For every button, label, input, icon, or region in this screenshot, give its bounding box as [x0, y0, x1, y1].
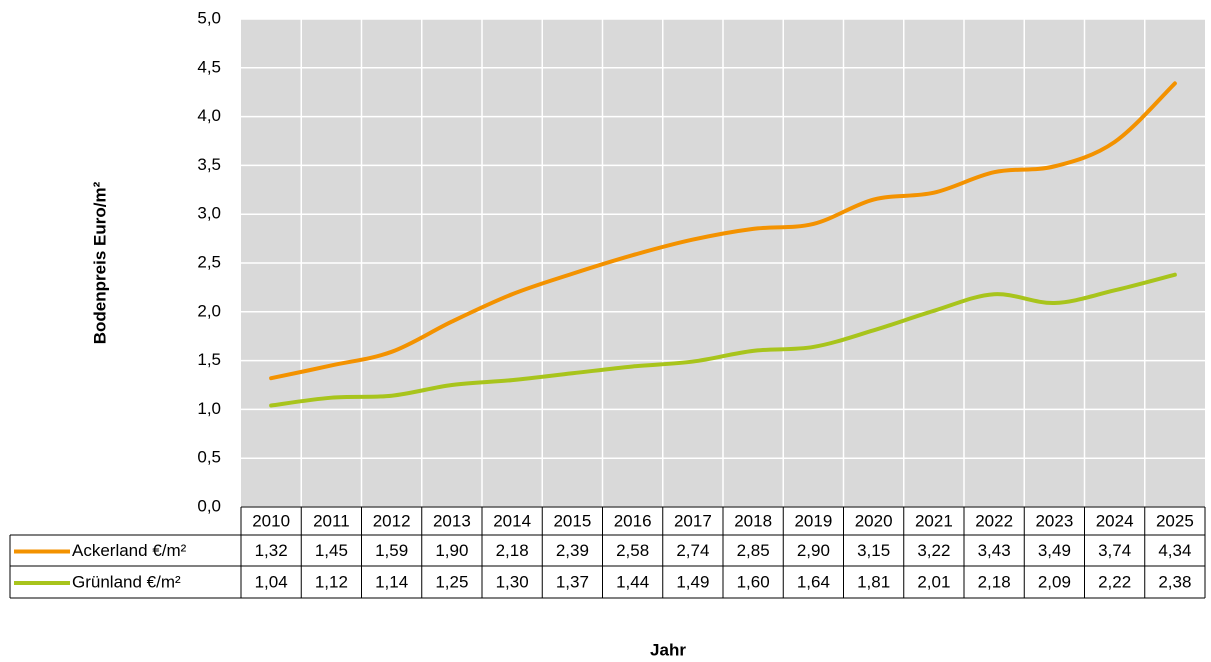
table-value: 3,22	[917, 541, 950, 560]
table-value: 1,12	[315, 572, 348, 591]
table-value: 2,85	[737, 541, 770, 560]
legend-label: Ackerland €/m²	[72, 541, 187, 560]
x-tick-label: 2011	[313, 511, 350, 530]
table-value: 1,59	[375, 541, 408, 560]
table-value: 2,38	[1158, 572, 1191, 591]
y-tick-label: 0,0	[197, 496, 221, 515]
y-tick-label: 3,5	[197, 155, 221, 174]
table-value: 1,30	[496, 572, 529, 591]
x-tick-label: 2024	[1096, 511, 1134, 530]
table-value: 4,34	[1158, 541, 1191, 560]
table-value: 2,01	[917, 572, 950, 591]
y-tick-label: 3,0	[197, 204, 221, 223]
y-tick-label: 2,0	[197, 301, 221, 320]
table-value: 2,22	[1098, 572, 1131, 591]
x-tick-label: 2010	[252, 511, 290, 530]
table-value: 2,39	[556, 541, 589, 560]
legend-label: Grünland €/m²	[72, 572, 181, 591]
x-tick-label: 2020	[855, 511, 893, 530]
x-axis-label: Jahr	[650, 640, 686, 659]
table-value: 1,44	[616, 572, 649, 591]
y-tick-label: 2,5	[197, 252, 221, 271]
series-line	[269, 272, 1177, 408]
table-value: 2,90	[797, 541, 830, 560]
table-value: 3,74	[1098, 541, 1131, 560]
x-tick-label: 2021	[915, 511, 953, 530]
table-value: 1,81	[857, 572, 890, 591]
table-value: 1,45	[315, 541, 348, 560]
table-value: 2,18	[978, 572, 1011, 591]
table-value: 1,04	[255, 572, 288, 591]
y-tick-label: 5,0	[197, 8, 221, 27]
table-value: 1,14	[375, 572, 408, 591]
x-tick-label: 2013	[433, 511, 471, 530]
table-value: 3,15	[857, 541, 890, 560]
table-value: 2,18	[496, 541, 529, 560]
y-tick-label: 0,5	[197, 448, 221, 467]
table-value: 1,25	[435, 572, 468, 591]
table-value: 2,09	[1038, 572, 1071, 591]
table-value: 3,43	[978, 541, 1011, 560]
table-value: 1,60	[737, 572, 770, 591]
table-value: 1,32	[255, 541, 288, 560]
x-tick-label: 2025	[1156, 511, 1194, 530]
x-tick-label: 2017	[674, 511, 712, 530]
table-value: 1,64	[797, 572, 830, 591]
x-tick-label: 2023	[1035, 511, 1073, 530]
y-tick-label: 4,5	[197, 57, 221, 76]
x-tick-label: 2019	[794, 511, 832, 530]
table-value: 1,90	[435, 541, 468, 560]
table-value: 2,58	[616, 541, 649, 560]
x-tick-label: 2015	[553, 511, 591, 530]
x-tick-label: 2014	[493, 511, 531, 530]
x-tick-label: 2012	[373, 511, 411, 530]
y-axis-label: Bodenpreis Euro/m²	[90, 181, 109, 344]
y-tick-label: 4,0	[197, 106, 221, 125]
y-tick-label: 1,5	[197, 350, 221, 369]
series-line	[269, 81, 1177, 381]
table-value: 3,49	[1038, 541, 1071, 560]
x-tick-label: 2016	[614, 511, 652, 530]
table-value: 2,74	[676, 541, 709, 560]
y-tick-label: 1,0	[197, 399, 221, 418]
x-tick-label: 2018	[734, 511, 772, 530]
x-tick-label: 2022	[975, 511, 1013, 530]
table-value: 1,49	[676, 572, 709, 591]
table-value: 1,37	[556, 572, 589, 591]
